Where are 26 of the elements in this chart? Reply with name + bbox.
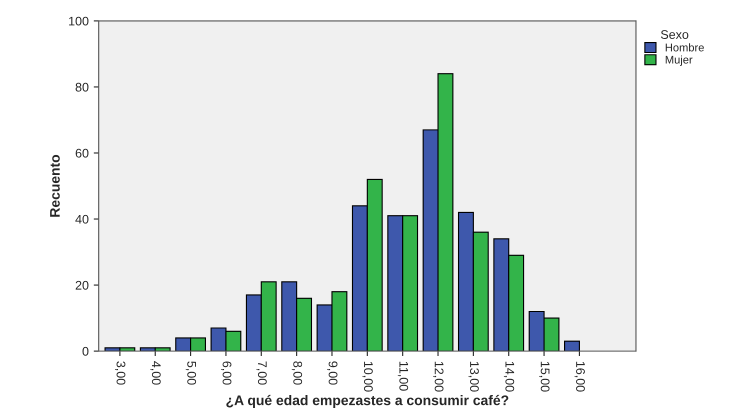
legend-title: Sexo: [660, 30, 688, 39]
x-tick-label: 12,00: [433, 362, 444, 392]
x-tick-label: 7,00: [256, 361, 267, 385]
y-axis-title: Recuento: [50, 154, 60, 217]
x-tick-label: 11,00: [398, 362, 408, 391]
x-tick-label: 5,00: [186, 361, 196, 385]
x-tick-label: 14,00: [504, 362, 514, 392]
x-tick-label: 15,00: [539, 362, 550, 392]
y-tick-label: 80: [76, 82, 88, 92]
y-tick-label: 0: [82, 346, 88, 356]
x-tick-label: 16,00: [574, 362, 585, 392]
x-tick-label: 13,00: [468, 362, 479, 392]
legend-label: Mujer: [666, 55, 692, 66]
y-tick-label: 20: [76, 280, 88, 290]
legend-label: Hombre: [666, 43, 704, 52]
x-axis-title: ¿A qué edad empezastes a consumir café?: [226, 394, 508, 408]
y-tick-label: 60: [76, 148, 88, 158]
y-tick-label: 40: [75, 214, 88, 224]
bar: [564, 340, 580, 352]
x-tick-label: 9,00: [327, 361, 338, 385]
y-tick-label: 100: [69, 16, 88, 26]
x-tick-label: 8,00: [292, 361, 302, 385]
x-tick-label: 6,00: [221, 361, 232, 385]
x-tick-label: 3,00: [115, 361, 126, 385]
x-tick-label: 10,00: [362, 362, 373, 392]
x-tick-label: 4,00: [150, 361, 161, 385]
